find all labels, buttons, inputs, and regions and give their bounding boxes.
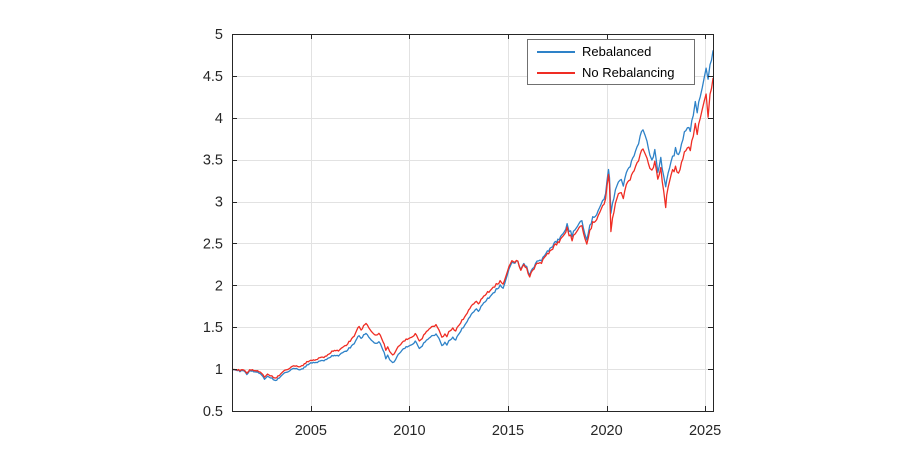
axes — [232, 34, 714, 412]
x-axis-tick-labels: 2005 2010 2015 2020 2025 — [295, 423, 722, 439]
y-axis-tick-labels: 0.5 1 1.5 2 2.5 3 3.5 4 4.5 5 — [203, 27, 223, 420]
x-tick-label: 2015 — [492, 423, 524, 439]
y-tick-label: 2.5 — [203, 236, 223, 252]
y-tick-label: 1.5 — [203, 320, 223, 336]
series-group — [232, 50, 713, 382]
legend-line-sample — [537, 71, 575, 74]
y-tick-label: 4 — [215, 111, 223, 127]
y-tick-label: 1 — [215, 362, 223, 378]
y-tick-label: 3.5 — [203, 153, 223, 169]
y-tick-label: 0.5 — [203, 404, 223, 420]
legend-entry-no-rebalancing: No Rebalancing — [528, 62, 694, 83]
series-line-no-rebalancing — [232, 77, 713, 379]
legend-label: Rebalanced — [582, 44, 652, 59]
y-tick-label: 4.5 — [203, 69, 223, 85]
legend-label: No Rebalancing — [582, 65, 675, 80]
x-tick-label: 2020 — [590, 423, 622, 439]
series-line-rebalanced — [232, 50, 713, 382]
x-tick-label: 2005 — [295, 423, 327, 439]
x-tick-label: 2010 — [393, 423, 425, 439]
legend-entry-rebalanced: Rebalanced — [528, 41, 694, 62]
legend-line-sample — [537, 50, 575, 53]
y-tick-label: 2 — [215, 278, 223, 294]
grid-lines — [232, 34, 713, 411]
x-tick-label: 2025 — [689, 423, 721, 439]
y-tick-label: 3 — [215, 195, 223, 211]
legend: Rebalanced No Rebalancing — [527, 39, 695, 85]
y-tick-label: 5 — [215, 27, 223, 43]
